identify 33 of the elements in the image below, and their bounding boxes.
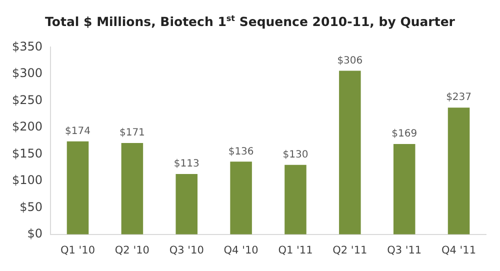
x-tick-label: Q1 '10	[60, 244, 96, 256]
data-label: $306	[337, 55, 363, 66]
y-tick-label: $350	[12, 39, 43, 54]
data-label: $130	[282, 149, 308, 160]
data-label: $113	[174, 158, 200, 170]
y-tick-label: $100	[12, 173, 43, 188]
y-tick-label: $0	[27, 226, 43, 241]
data-label: $169	[392, 128, 418, 140]
bar	[284, 164, 306, 234]
bar	[448, 108, 470, 234]
bar	[66, 141, 89, 234]
bar	[230, 162, 252, 234]
x-tick-label: Q3 '11	[387, 244, 422, 256]
x-tick-label: Q4 '10	[224, 244, 258, 256]
data-label: $136	[228, 146, 254, 158]
bar	[121, 142, 144, 234]
data-label: $174	[65, 126, 90, 137]
y-tick-label: $200	[12, 120, 43, 134]
y-tick-label: $50	[20, 200, 43, 214]
bar	[176, 174, 198, 234]
x-tick-label: Q4 '11	[442, 244, 476, 256]
x-tick-label: Q1 '11	[278, 244, 313, 256]
chart-title: Total $ Millions, Biotech 1$^{st}$ Sequence 2010-11, by Quarter	[44, 13, 456, 32]
y-tick-label: $300	[12, 66, 43, 80]
bar	[393, 144, 416, 234]
data-label: $237	[446, 92, 472, 104]
x-tick-label: Q2 '11	[332, 244, 368, 256]
y-tick-label: $250	[12, 92, 43, 107]
x-tick-label: Q3 '10	[169, 244, 204, 256]
x-tick-label: Q2 '10	[114, 244, 150, 256]
data-label: $171	[119, 128, 145, 139]
bar	[339, 70, 361, 234]
y-tick-label: $150	[12, 146, 43, 160]
